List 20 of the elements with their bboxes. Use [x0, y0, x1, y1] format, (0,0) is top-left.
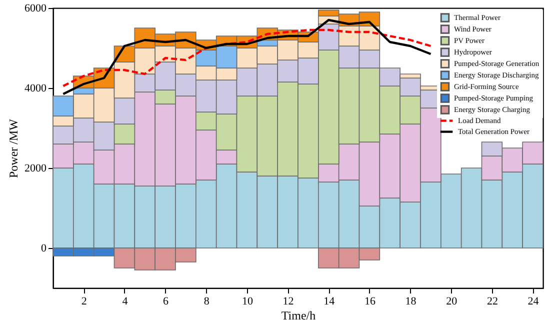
x-tick-label: 12	[282, 296, 294, 308]
line-series	[62, 18, 432, 96]
x-tick-label: 24	[528, 296, 540, 308]
x-tick-label: 18	[405, 296, 417, 308]
x-tick-label: 4	[122, 296, 128, 308]
x-tick-label: 22	[486, 296, 498, 308]
y-tick-label: 6000	[24, 2, 47, 14]
x-axis-title: Time/h	[281, 308, 316, 322]
y-tick-label: 2000	[24, 162, 47, 174]
x-tick-label: 6	[163, 296, 170, 308]
line-series	[62, 28, 432, 88]
x-tick-label: 2	[81, 296, 87, 308]
x-tick-label: 20	[446, 296, 458, 308]
y-tick-label: 4000	[24, 82, 47, 94]
x-tick-label: 16	[364, 296, 376, 308]
x-tick-label: 10	[242, 296, 254, 308]
x-tick-label: 14	[324, 296, 336, 308]
x-tick-label: 8	[204, 296, 210, 308]
y-axis-title: Power /MW	[6, 118, 20, 178]
y-tick-label: 0	[41, 242, 47, 254]
